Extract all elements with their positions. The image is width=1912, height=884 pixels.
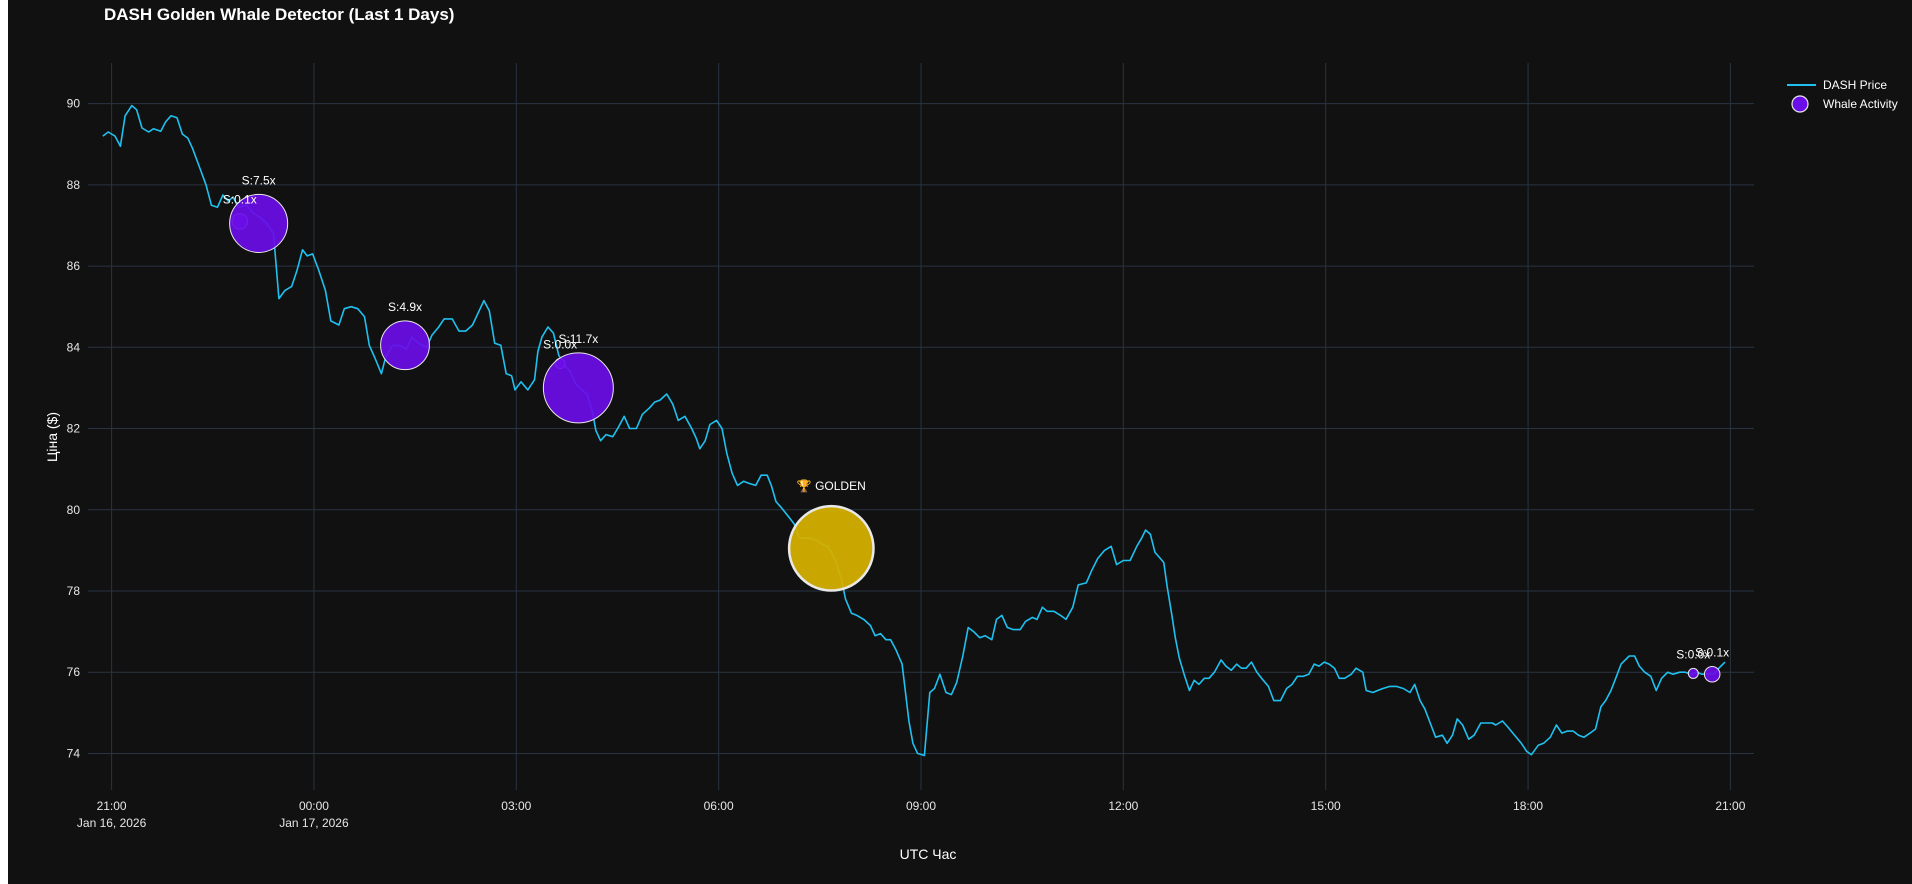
whale-marker: [229, 193, 289, 253]
y-tick-label: 82: [67, 422, 81, 436]
whale-markers: [229, 193, 1721, 683]
whale-marker: [1687, 667, 1699, 679]
marker-annotations: 🏆 GOLDENS:0.1xS:7.5xS:4.9xS:0.0xS:11.7xS…: [223, 173, 1729, 661]
x-tick-label: 18:00: [1513, 799, 1543, 813]
y-tick-label: 76: [67, 665, 81, 679]
chart-title: DASH Golden Whale Detector (Last 1 Days): [104, 5, 454, 24]
x-tick-label: 00:00: [299, 799, 329, 813]
whale-marker-label: S:4.9x: [388, 300, 422, 314]
whale-marker-label: S:0.1x: [1695, 645, 1729, 659]
x-tick-labels: 21:00 Jan 16, 2026 00:00 Jan 17, 2026 03:00 0…: [77, 799, 1746, 830]
whale-marker: [380, 320, 430, 371]
golden-whale-marker: [787, 504, 875, 592]
whale-marker: [1703, 665, 1721, 683]
golden-marker-label: 🏆 GOLDEN: [797, 479, 866, 493]
whale-marker-label: S:0.1x: [223, 193, 257, 207]
legend[interactable]: DASH Price Whale Activity: [1787, 78, 1898, 113]
chart-root: 74 76 78 80 82 84 86 88 90 21:00 Jan 16, 2026 00:0…: [8, 0, 1912, 884]
legend-label-price: DASH Price: [1823, 78, 1887, 92]
whale-marker-label: S:0.0x: [543, 338, 577, 352]
legend-item-whale[interactable]: Whale Activity: [1791, 95, 1898, 113]
legend-marker-swatch: [1791, 95, 1809, 113]
grid-layer: [88, 63, 1754, 790]
legend-item-price[interactable]: DASH Price: [1787, 78, 1887, 92]
x-tick-label: 21:00: [1715, 799, 1745, 813]
whale-marker: [542, 352, 614, 424]
y-tick-label: 84: [67, 340, 81, 354]
x-tick-date-label: Jan 17, 2026: [279, 816, 349, 830]
chart-svg: 74 76 78 80 82 84 86 88 90 21:00 Jan 16, 2026 00:0…: [44, 5, 1898, 862]
y-axis-title: Ціна ($): [44, 412, 60, 462]
x-tick-label: 12:00: [1108, 799, 1138, 813]
x-tick-label: 09:00: [906, 799, 936, 813]
whale-marker-label: S:7.5x: [242, 173, 276, 187]
y-tick-label: 78: [67, 584, 81, 598]
x-tick-label: 15:00: [1311, 799, 1341, 813]
price-series: [102, 104, 1726, 757]
y-tick-labels: 74 76 78 80 82 84 86 88 90: [67, 97, 81, 761]
y-tick-label: 74: [67, 746, 81, 760]
legend-label-whale: Whale Activity: [1823, 97, 1898, 111]
y-tick-label: 88: [67, 178, 81, 192]
price-line: [102, 104, 1726, 757]
x-tick-label: 21:00: [97, 799, 127, 813]
whale-marker-label: S:0.0x: [1676, 647, 1710, 661]
y-tick-label: 90: [67, 97, 81, 111]
x-axis-title: UTC Час: [900, 846, 957, 862]
y-tick-label: 86: [67, 259, 81, 273]
x-tick-date-label: Jan 16, 2026: [77, 816, 147, 830]
x-tick-label: 03:00: [501, 799, 531, 813]
y-tick-label: 80: [67, 503, 81, 517]
x-tick-label: 06:00: [704, 799, 734, 813]
whale-marker-label: S:11.7x: [558, 332, 598, 346]
